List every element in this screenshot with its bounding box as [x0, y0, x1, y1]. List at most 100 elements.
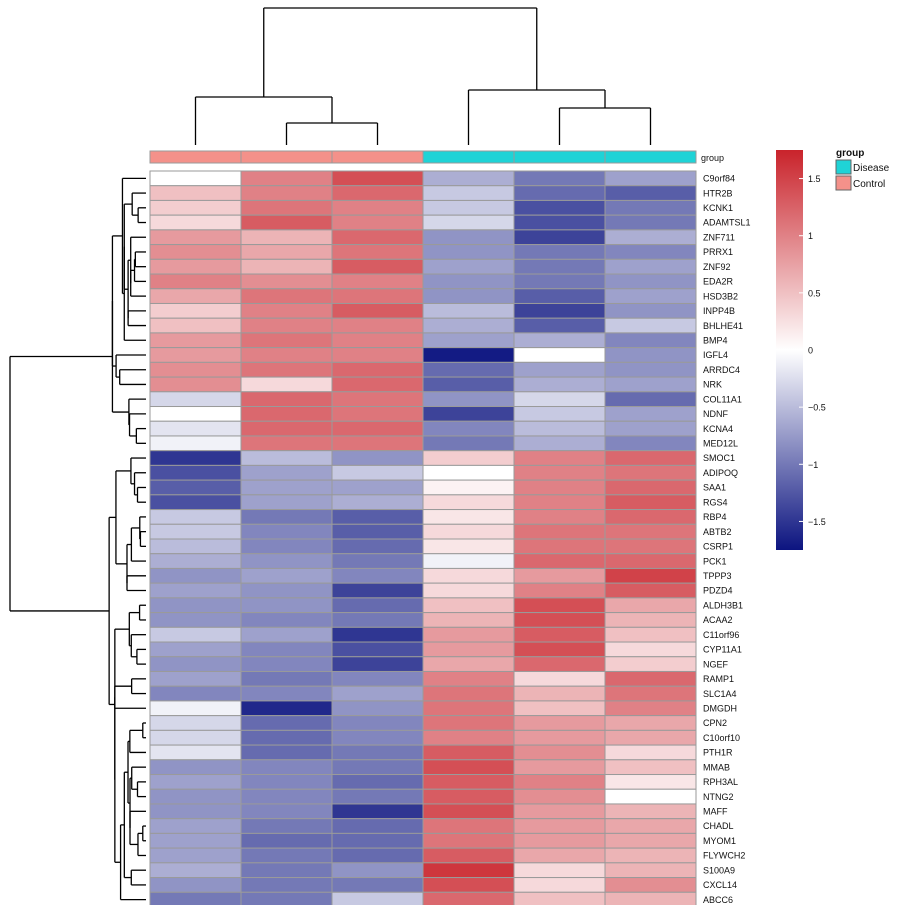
heatmap-cell: [513, 788, 606, 805]
heatmap-cell: [331, 626, 424, 643]
heatmap-cell: [604, 626, 697, 643]
heatmap-cell: [513, 332, 606, 349]
heatmap-cell: [604, 847, 697, 864]
heatmap-cell: [422, 567, 515, 584]
heatmap-cell: [240, 641, 333, 658]
heatmap-cell: [240, 199, 333, 216]
group-legend-label: Disease: [853, 163, 890, 174]
heatmap-cell: [513, 670, 606, 687]
heatmap-cell: [604, 877, 697, 893]
heatmap-cell: [240, 317, 333, 334]
heatmap-cell: [513, 877, 606, 893]
heatmap-cell: [513, 229, 606, 246]
gene-label: RGS4: [703, 497, 728, 507]
heatmap-cell: [513, 715, 606, 731]
heatmap-cell: [422, 538, 515, 555]
heatmap-cell: [513, 832, 606, 849]
heatmap-cell: [149, 435, 242, 452]
group-legend-swatch: [835, 175, 852, 191]
heatmap-cell: [240, 361, 333, 378]
heatmap-cell: [240, 626, 333, 643]
heatmap-cell: [331, 376, 424, 393]
heatmap-cell: [149, 744, 242, 761]
heatmap-cell: [604, 288, 697, 304]
heatmap-cell: [513, 435, 606, 452]
heatmap-cell: [513, 420, 606, 437]
heatmap-cell: [240, 803, 333, 820]
heatmap-cell: [422, 774, 515, 790]
color-scale-tick-label: −1.5: [808, 517, 826, 527]
heatmap-cell: [422, 626, 515, 643]
heatmap-cell: [331, 597, 424, 614]
heatmap-cell: [422, 420, 515, 437]
gene-label: CSRP1: [703, 542, 733, 552]
group-annotation-cell: [422, 150, 515, 164]
heatmap-cell: [240, 862, 333, 879]
heatmap-cell: [240, 450, 333, 466]
heatmap-cell: [513, 347, 606, 363]
heatmap-cell: [331, 803, 424, 820]
heatmap-cell: [422, 832, 515, 849]
gene-label: KCNK1: [703, 203, 733, 213]
color-scale-tick-label: −1: [808, 460, 818, 470]
heatmap-cell: [604, 376, 697, 393]
heatmap-cell: [149, 862, 242, 879]
heatmap-cell: [422, 670, 515, 687]
heatmap-cell: [513, 450, 606, 466]
heatmap-cell: [422, 244, 515, 260]
heatmap-cell: [240, 229, 333, 246]
heatmap-cell: [513, 744, 606, 761]
heatmap-cell: [604, 818, 697, 834]
heatmap-cell: [513, 406, 606, 422]
heatmap-cell: [604, 229, 697, 246]
heatmap-cell: [149, 185, 242, 201]
heatmap-cell: [240, 288, 333, 304]
gene-label: BHLHE41: [703, 321, 743, 331]
heatmap-cell: [604, 700, 697, 717]
heatmap-cell: [422, 170, 515, 187]
heatmap-cell: [240, 700, 333, 717]
heatmap-cell: [604, 464, 697, 481]
heatmap-cell: [422, 229, 515, 246]
heatmap-cell: [513, 273, 606, 290]
heatmap-cell: [240, 391, 333, 408]
heatmap-cell: [422, 612, 515, 628]
heatmap-cell: [422, 494, 515, 511]
gene-label: CPN2: [703, 718, 727, 728]
heatmap-cell: [604, 273, 697, 290]
heatmap-cell: [422, 347, 515, 363]
heatmap-cell: [513, 582, 606, 599]
heatmap-cell: [422, 450, 515, 466]
gene-label: ZNF711: [703, 232, 735, 242]
group-annotation-cell: [513, 150, 606, 164]
row-dendrogram: [9, 177, 146, 901]
color-scale-legend: 1.5 1 0.5 0 −0.5 −1 −1.5: [776, 150, 826, 550]
gene-label: PCK1: [703, 556, 727, 566]
heatmap-cell: [604, 553, 697, 569]
heatmap-cell: [149, 729, 242, 746]
heatmap-cell: [422, 376, 515, 393]
heatmap-cell: [331, 877, 424, 893]
group-annotation-cell: [331, 150, 424, 164]
heatmap-cell: [240, 729, 333, 746]
heatmap-cell: [331, 700, 424, 717]
gene-label: C10orf10: [703, 733, 740, 743]
heatmap-cell: [331, 670, 424, 687]
heatmap-cell: [240, 818, 333, 834]
gene-label: IGFL4: [703, 350, 728, 360]
heatmap-cell: [240, 832, 333, 849]
heatmap-cell: [513, 479, 606, 496]
heatmap-cell: [149, 656, 242, 672]
heatmap-cell: [149, 567, 242, 584]
column-dendrogram: [194, 7, 652, 145]
heatmap-cell: [422, 818, 515, 834]
heatmap-cell: [149, 199, 242, 216]
gene-label: CYP11A1: [703, 645, 742, 655]
heatmap-cell: [513, 244, 606, 260]
heatmap-cell: [331, 641, 424, 658]
gene-label: ABCC6: [703, 895, 733, 905]
heatmap-cell: [149, 479, 242, 496]
heatmap-cell: [513, 494, 606, 511]
heatmap-cell: [604, 435, 697, 452]
heatmap-cell: [331, 391, 424, 408]
